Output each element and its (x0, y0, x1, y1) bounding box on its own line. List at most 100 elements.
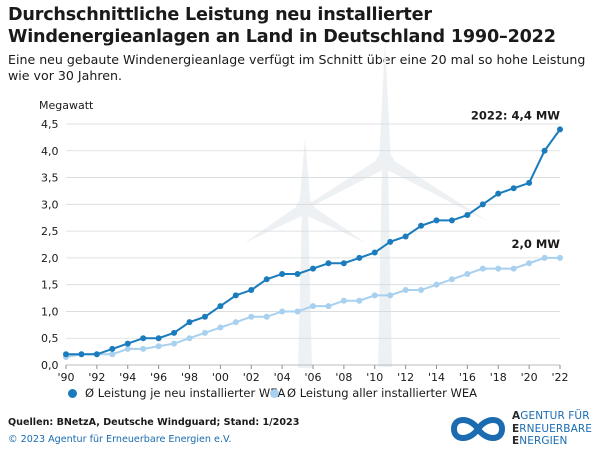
sources-note: Quellen: BNetzA, Deutsche Windguard; Sta… (8, 417, 300, 428)
data-point-1 (124, 345, 131, 352)
turbine-tower (378, 162, 392, 367)
data-point-1 (155, 343, 162, 350)
legend-item-new: Ø Leistung je neu installierter WEA (68, 386, 285, 400)
turbine-blade (302, 202, 366, 243)
wind-turbine-watermark (244, 42, 489, 368)
data-point-1 (433, 281, 440, 288)
x-tick-label: '92 (88, 371, 105, 384)
data-point-0 (232, 292, 239, 299)
data-point-1 (140, 345, 147, 352)
data-point-0 (201, 313, 208, 320)
data-point-1 (356, 297, 363, 304)
annotations: 2022: 4,4 MW 2,0 MW (471, 108, 560, 251)
data-point-1 (418, 287, 425, 294)
y-tick-label: 3,5 (41, 172, 59, 185)
data-point-1 (464, 270, 471, 277)
data-point-1 (232, 319, 239, 326)
data-point-0 (464, 212, 471, 219)
data-point-1 (294, 308, 301, 315)
data-point-0 (171, 329, 178, 336)
data-point-1 (217, 324, 224, 331)
data-point-0 (325, 260, 332, 267)
x-tick-label: '10 (366, 371, 383, 384)
chart-title: Durchschnittliche Leistung neu installie… (8, 5, 556, 47)
legend-marker-new (68, 388, 77, 398)
data-point-1 (510, 265, 517, 272)
x-tick-label: '02 (243, 371, 260, 384)
data-point-1 (263, 313, 270, 320)
turbine-blade (379, 42, 391, 162)
y-tick-label: 4,5 (41, 118, 59, 131)
x-tick-label: '16 (459, 371, 476, 384)
data-point-1 (171, 340, 178, 347)
data-point-0 (140, 335, 147, 342)
y-tick-label: 4,0 (41, 145, 59, 158)
x-tick-label: '94 (119, 371, 136, 384)
x-tick-label: '90 (57, 371, 74, 384)
data-point-0 (510, 185, 517, 192)
data-point-0 (371, 249, 378, 256)
data-point-0 (557, 126, 563, 133)
data-point-0 (340, 260, 347, 267)
data-point-1 (402, 287, 409, 294)
legend-item-all: Ø Leistung aller installierter WEA (270, 386, 477, 400)
data-point-0 (418, 222, 425, 229)
turbine-blade (299, 138, 311, 208)
data-point-1 (340, 297, 347, 304)
aee-logo-icon (450, 417, 506, 441)
turbine-blade (244, 202, 308, 243)
series-points (63, 126, 563, 360)
data-point-0 (433, 217, 440, 224)
legend-label-all: Ø Leistung aller installierter WEA (287, 386, 478, 400)
x-tick-label: '20 (521, 371, 538, 384)
chart-subtitle: Eine neu gebaute Windenergieanlage verfü… (8, 52, 586, 83)
turbine-tower (298, 208, 312, 368)
data-point-1 (541, 254, 548, 261)
y-tick-labels: 0,0 0,5 1,0 1,5 2,0 2,5 3,0 3,5 4,0 4,5 (41, 118, 59, 372)
turbine-blade (382, 156, 489, 222)
copyright-note: © 2023 Agentur für Erneuerbare Energien … (8, 434, 232, 445)
x-tick-label: '14 (428, 371, 445, 384)
data-point-1 (526, 260, 533, 267)
x-tick-label: '04 (274, 371, 291, 384)
x-tick-label: '96 (150, 371, 167, 384)
aee-logo-text: AGENTUR FÜR ERNEUERBARE ENERGIEN (512, 410, 592, 447)
data-point-0 (263, 276, 270, 283)
data-point-0 (356, 254, 363, 261)
data-point-0 (402, 233, 409, 240)
y-tick-label: 2,5 (41, 225, 59, 238)
data-point-0 (155, 335, 162, 342)
turbine-hub (376, 153, 394, 171)
data-point-0 (217, 303, 224, 310)
data-point-0 (279, 270, 286, 277)
data-point-0 (495, 190, 502, 197)
data-point-0 (448, 217, 455, 224)
data-point-0 (63, 351, 69, 358)
data-point-0 (310, 265, 316, 272)
data-point-0 (186, 319, 193, 326)
grid-lines (66, 123, 560, 366)
data-point-0 (78, 351, 85, 358)
data-point-1 (325, 303, 332, 310)
y-tick-label: 0,5 (41, 332, 59, 345)
data-point-0 (541, 147, 548, 154)
data-point-1 (310, 303, 316, 310)
data-point-1 (448, 276, 455, 283)
x-tick-label: '22 (551, 371, 568, 384)
series-line-0 (66, 128, 561, 356)
data-point-1 (495, 265, 502, 272)
data-point-0 (248, 287, 255, 294)
data-point-1 (109, 351, 116, 358)
legend-label-new: Ø Leistung je neu installierter WEA (85, 386, 286, 400)
data-point-1 (387, 292, 394, 299)
y-tick-label: 1,0 (41, 305, 59, 318)
x-tick-label: '08 (335, 371, 352, 384)
data-point-1 (557, 254, 563, 261)
data-point-0 (109, 345, 116, 352)
x-tick-label: '18 (490, 371, 507, 384)
x-tick-label: '00 (212, 371, 229, 384)
x-tick-label: '06 (304, 371, 321, 384)
data-point-1 (279, 308, 286, 315)
data-point-0 (93, 351, 100, 358)
